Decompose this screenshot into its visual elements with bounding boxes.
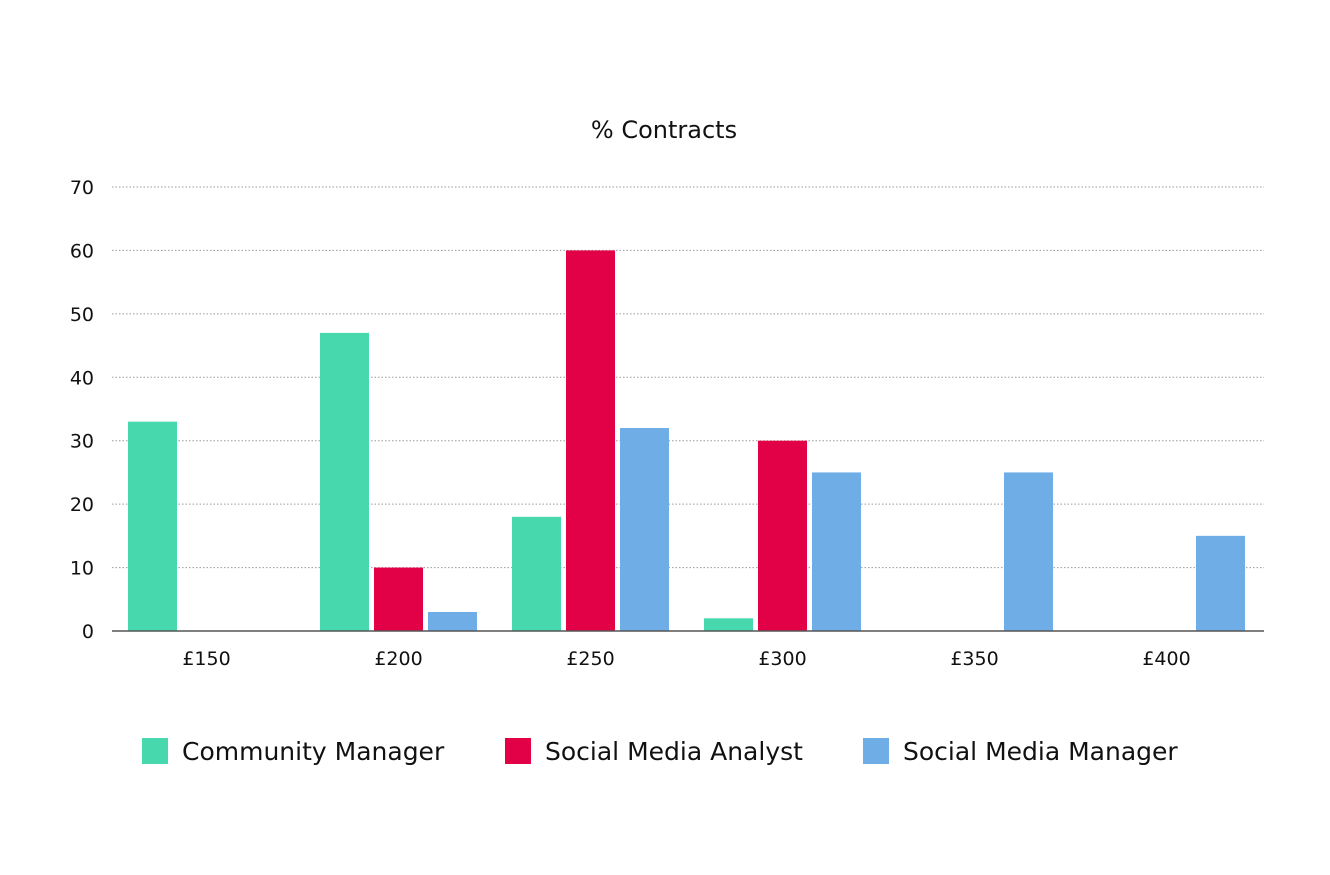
x-tick-label: £150 <box>182 648 230 670</box>
bar-social-media-analyst <box>566 250 615 631</box>
y-tick-label: 30 <box>70 431 94 453</box>
y-tick-label: 20 <box>70 494 94 516</box>
bar-social-media-manager <box>1196 535 1245 631</box>
legend-label: Social Media Analyst <box>545 737 803 766</box>
y-axis-ticks: 0 10 20 30 40 50 60 70 <box>70 177 94 643</box>
chart-title: % Contracts <box>591 116 737 144</box>
bar-social-media-manager <box>812 472 861 631</box>
gridlines <box>112 186 1264 569</box>
legend-swatch <box>142 738 168 764</box>
x-axis-ticks: £150 £200 £250 £300 £350 £400 <box>182 648 1190 670</box>
y-tick-label: 0 <box>82 621 94 643</box>
bar-social-media-manager <box>1004 472 1053 631</box>
x-tick-label: £400 <box>1142 648 1190 670</box>
x-tick-label: £200 <box>374 648 422 670</box>
legend-swatch <box>863 738 889 764</box>
legend: Community Manager Social Media Analyst Soc… <box>142 737 1178 766</box>
y-tick-label: 10 <box>70 558 94 580</box>
bars <box>128 250 1245 631</box>
x-tick-label: £250 <box>566 648 614 670</box>
y-tick-label: 60 <box>70 240 94 262</box>
x-tick-label: £350 <box>950 648 998 670</box>
y-tick-label: 40 <box>70 367 94 389</box>
legend-label: Social Media Manager <box>903 737 1178 766</box>
bar-social-media-manager <box>428 611 477 631</box>
y-tick-label: 50 <box>70 304 94 326</box>
legend-swatch <box>505 738 531 764</box>
bar-social-media-manager <box>620 428 669 631</box>
bar-social-media-analyst <box>374 567 423 631</box>
bar-community-manager <box>512 516 561 631</box>
x-tick-label: £300 <box>758 648 806 670</box>
bar-community-manager <box>320 332 369 631</box>
y-tick-label: 70 <box>70 177 94 199</box>
bar-community-manager <box>128 421 177 631</box>
bar-community-manager <box>704 618 753 631</box>
bar-social-media-analyst <box>758 440 807 631</box>
legend-label: Community Manager <box>182 737 445 766</box>
